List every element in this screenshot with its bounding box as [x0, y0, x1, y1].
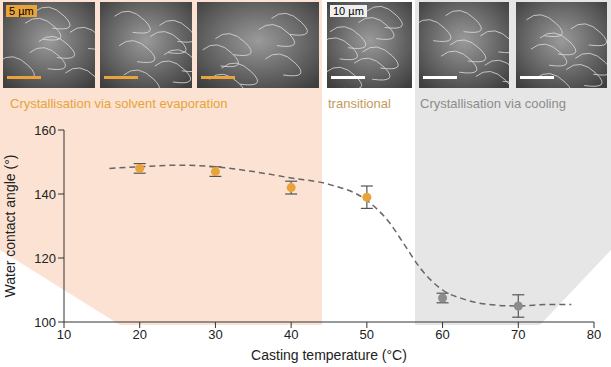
- html-text:5 µm: 5 µm: [9, 5, 34, 17]
- html-text:transitional: transitional: [328, 96, 391, 111]
- svg-text:80: 80: [587, 327, 601, 342]
- svg-text:Water contact angle (°): Water contact angle (°): [2, 155, 18, 298]
- svg-text:10: 10: [57, 327, 71, 342]
- html-text:Crystallisation via solvent ev: Crystallisation via solvent evaporation: [10, 96, 228, 111]
- svg-text:160: 160: [34, 123, 56, 138]
- svg-text:20: 20: [132, 327, 146, 342]
- svg-text:30: 30: [208, 327, 222, 342]
- svg-text:70: 70: [511, 327, 525, 342]
- svg-text:100: 100: [34, 315, 56, 330]
- svg-text:Casting temperature (°C): Casting temperature (°C): [251, 347, 407, 363]
- svg-text:50: 50: [360, 327, 374, 342]
- svg-text:140: 140: [34, 187, 56, 202]
- svg-text:120: 120: [34, 251, 56, 266]
- svg-text:40: 40: [284, 327, 298, 342]
- html-text:Crystallisation via cooling: Crystallisation via cooling: [420, 96, 566, 111]
- html-text:10 µm: 10 µm: [333, 5, 364, 17]
- svg-text:60: 60: [435, 327, 449, 342]
